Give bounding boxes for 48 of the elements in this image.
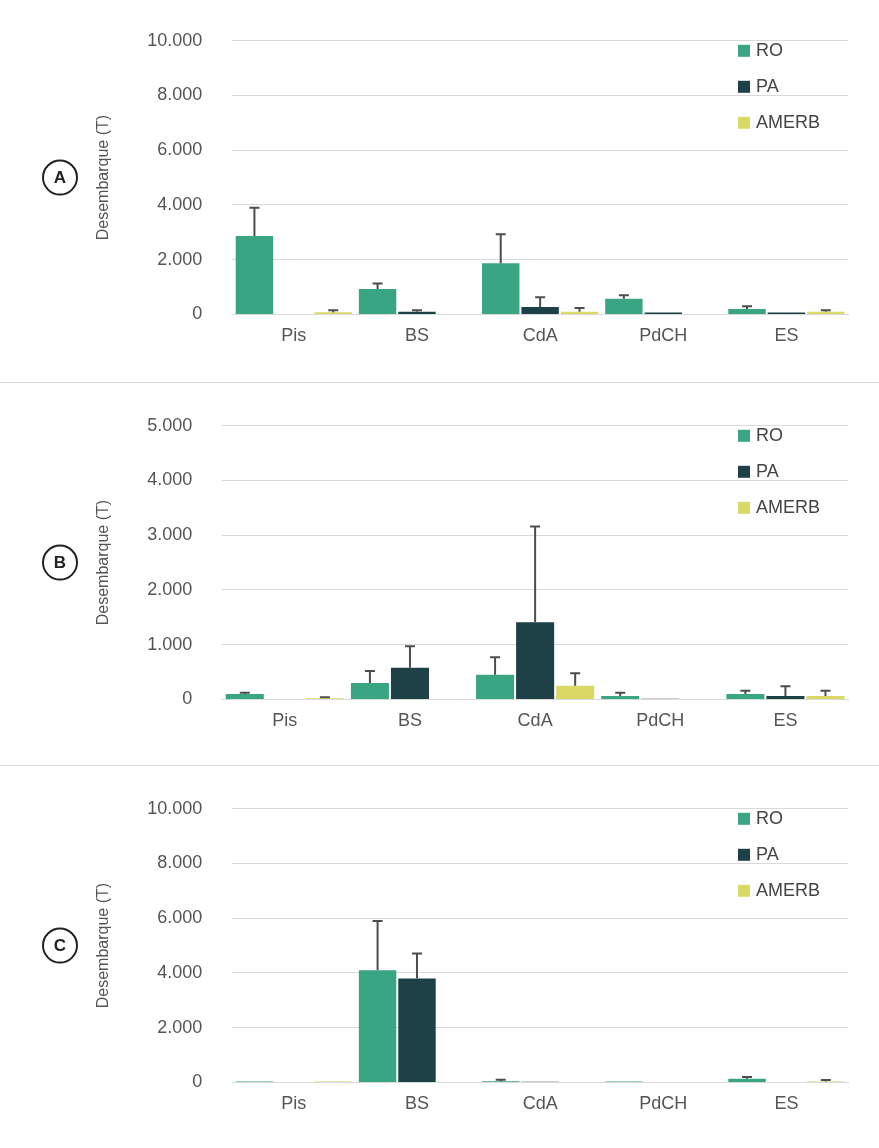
y-tick-label: 2.000 <box>147 578 193 599</box>
legend-label: RO <box>756 424 783 445</box>
y-tick-label: 4.000 <box>157 193 203 214</box>
y-tick-label: 10.000 <box>147 797 203 818</box>
x-tick-label: BS <box>404 1093 429 1114</box>
y-tick-label: 4.000 <box>147 469 193 490</box>
x-tick-label: PdCH <box>639 1093 688 1114</box>
x-tick-label: BS <box>404 325 429 346</box>
y-axis-title: Desembarque (T) <box>94 882 112 1009</box>
legend-label: RO <box>756 39 783 60</box>
legend-label: PA <box>756 843 779 864</box>
x-tick-label: Pis <box>281 1093 307 1114</box>
legend-label: AMERB <box>756 496 821 517</box>
y-tick-label: 0 <box>192 1071 203 1092</box>
y-tick-label: 4.000 <box>157 961 203 982</box>
text: B <box>53 553 67 573</box>
x-tick-label: PdCH <box>636 710 685 731</box>
y-tick-label: 5.000 <box>147 414 193 435</box>
y-tick-label: 0 <box>182 688 193 709</box>
text: C <box>53 936 67 956</box>
y-axis-title: Desembarque (T) <box>94 114 112 241</box>
text: A <box>53 168 67 188</box>
legend-label: AMERB <box>756 111 821 132</box>
x-tick-label: BS <box>397 710 422 731</box>
x-tick-label: ES <box>774 1093 799 1114</box>
x-tick-label: CdA <box>522 325 558 346</box>
x-tick-label: ES <box>774 325 799 346</box>
y-tick-label: 2.000 <box>157 1016 203 1037</box>
x-tick-label: Pis <box>281 325 307 346</box>
y-tick-label: 10.000 <box>147 29 203 50</box>
x-tick-label: Pis <box>272 710 298 731</box>
x-tick-label: CdA <box>517 710 553 731</box>
x-tick-label: ES <box>773 710 798 731</box>
x-tick-label: PdCH <box>639 325 688 346</box>
legend-label: AMERB <box>756 879 821 900</box>
y-axis-title: Desembarque (T) <box>94 499 112 626</box>
y-tick-label: 2.000 <box>157 248 203 269</box>
y-tick-label: 8.000 <box>157 84 203 105</box>
y-tick-label: 3.000 <box>147 524 193 545</box>
y-tick-label: 6.000 <box>157 139 203 160</box>
y-tick-label: 6.000 <box>157 907 203 928</box>
y-tick-label: 0 <box>192 303 203 324</box>
legend-label: PA <box>756 75 779 96</box>
legend-label: RO <box>756 807 783 828</box>
x-tick-label: CdA <box>522 1093 558 1114</box>
legend-label: PA <box>756 460 779 481</box>
y-tick-label: 1.000 <box>147 633 193 654</box>
y-tick-label: 8.000 <box>157 852 203 873</box>
